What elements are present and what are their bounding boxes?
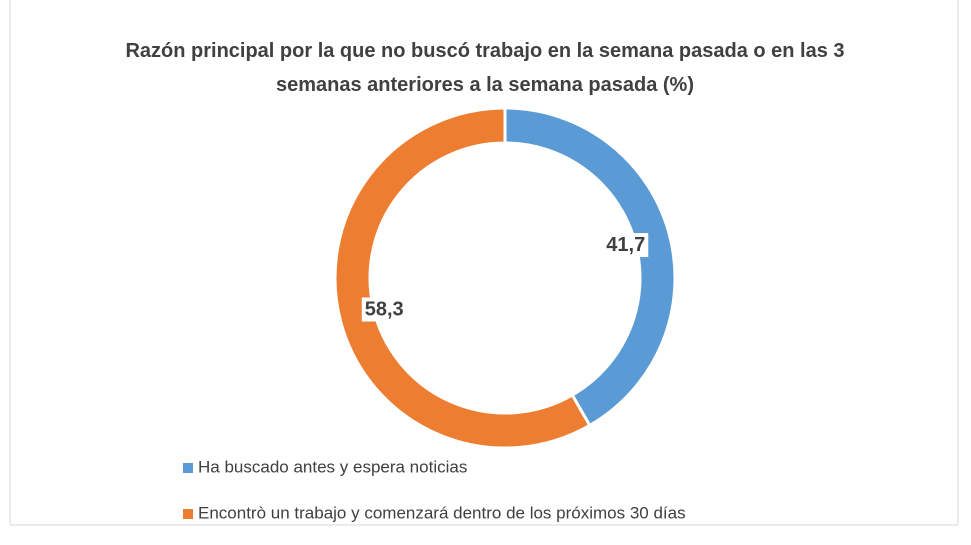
data-label: 41,7 [606,234,645,256]
chart-frame [9,0,959,526]
legend-label: Ha buscado antes y espera noticias [198,457,467,476]
data-label: 58,3 [365,299,404,321]
legend-swatch [183,463,193,473]
legend-label: Encontrò un trabajo y comenzará dentro d… [198,503,686,522]
data-label-bg [603,233,649,258]
data-label-bg [361,297,407,322]
legend-swatch [183,509,193,519]
donut-segment [333,106,592,450]
chart-title: Razón principal por la que no buscó trab… [125,40,845,96]
donut-segment [503,106,677,428]
